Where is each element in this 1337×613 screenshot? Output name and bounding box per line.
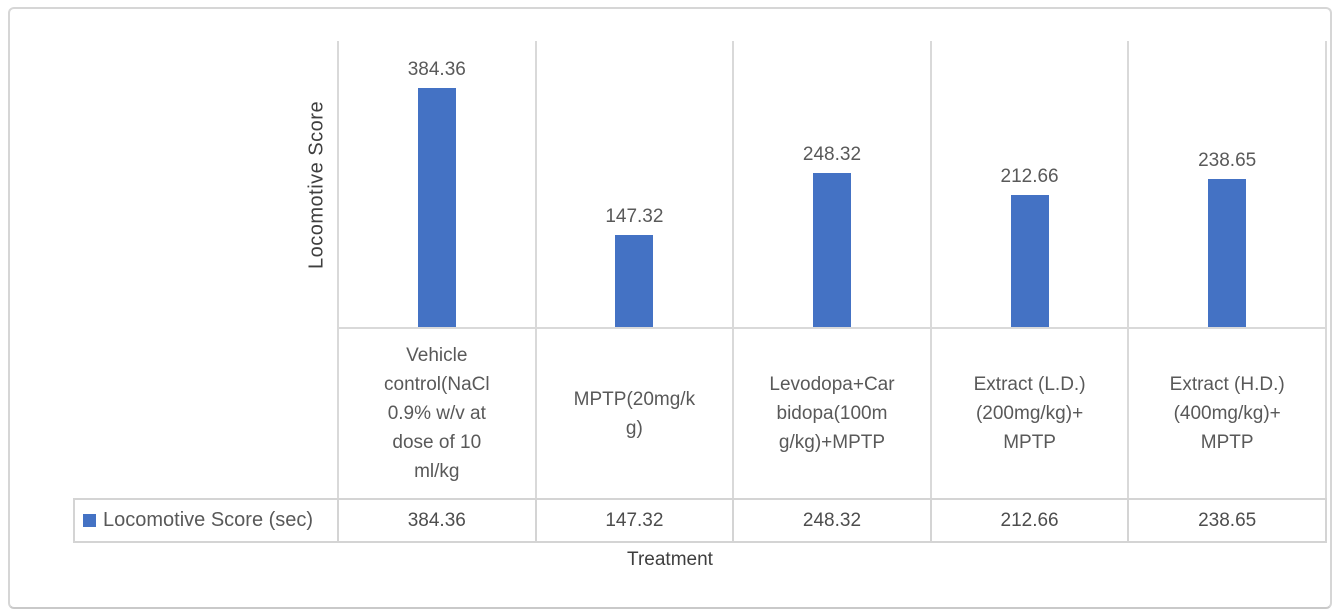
bar-value-label: 212.66 bbox=[1000, 165, 1059, 187]
table-value-cell: 212.66 bbox=[929, 500, 1128, 541]
category-label: Extract (L.D.) (200mg/kg)+ MPTP bbox=[929, 329, 1128, 498]
bar-group: 212.66 bbox=[932, 41, 1128, 327]
category-label: MPTP(20mg/k g) bbox=[534, 329, 733, 498]
category-label: Vehicle control(NaCl 0.9% w/v at dose of… bbox=[337, 329, 535, 498]
table-value-cell: 248.32 bbox=[732, 500, 930, 541]
bar-value-label: 248.32 bbox=[802, 143, 862, 165]
bar-group: 384.36 bbox=[339, 41, 535, 327]
data-table: Locomotive Score (sec) 384.36 147.32 248… bbox=[73, 498, 1327, 543]
plot-column: 212.66 bbox=[929, 41, 1128, 327]
legend-cell: Locomotive Score (sec) bbox=[73, 500, 337, 541]
chart-frame: Locomotive Score 384.36 147.32 248.32 bbox=[8, 7, 1332, 609]
y-axis-title: Locomotive Score bbox=[305, 100, 328, 270]
plot-column: 238.65 bbox=[1127, 41, 1325, 327]
bar-group: 147.32 bbox=[537, 41, 733, 327]
plot-column: 384.36 bbox=[337, 41, 535, 327]
bar-value-label: 147.32 bbox=[605, 206, 664, 228]
bar bbox=[1010, 194, 1049, 327]
bar bbox=[1208, 178, 1247, 327]
table-value-cell: 238.65 bbox=[1127, 500, 1325, 541]
category-label: Extract (H.D.) (400mg/kg)+ MPTP bbox=[1127, 329, 1325, 498]
legend-label: Locomotive Score (sec) bbox=[103, 509, 314, 531]
plot-column: 147.32 bbox=[534, 41, 733, 327]
plot-column: 248.32 bbox=[732, 41, 930, 327]
table-value-cell: 147.32 bbox=[534, 500, 733, 541]
x-axis-title: Treatment bbox=[627, 549, 713, 570]
category-label: Levodopa+Car bidopa(100m g/kg)+MPTP bbox=[732, 329, 930, 498]
bar bbox=[417, 88, 456, 327]
bar-value-label: 238.65 bbox=[1198, 149, 1257, 171]
bar-value-label: 384.36 bbox=[407, 59, 466, 81]
bar-group: 238.65 bbox=[1129, 41, 1325, 327]
bar-group: 248.32 bbox=[734, 41, 930, 327]
category-axis: Vehicle control(NaCl 0.9% w/v at dose of… bbox=[337, 329, 1327, 498]
plot-area: 384.36 147.32 248.32 212.66 bbox=[337, 41, 1327, 329]
legend-swatch-icon bbox=[83, 514, 96, 527]
bar bbox=[812, 172, 851, 327]
table-value-cell: 384.36 bbox=[337, 500, 535, 541]
bar bbox=[615, 235, 654, 327]
